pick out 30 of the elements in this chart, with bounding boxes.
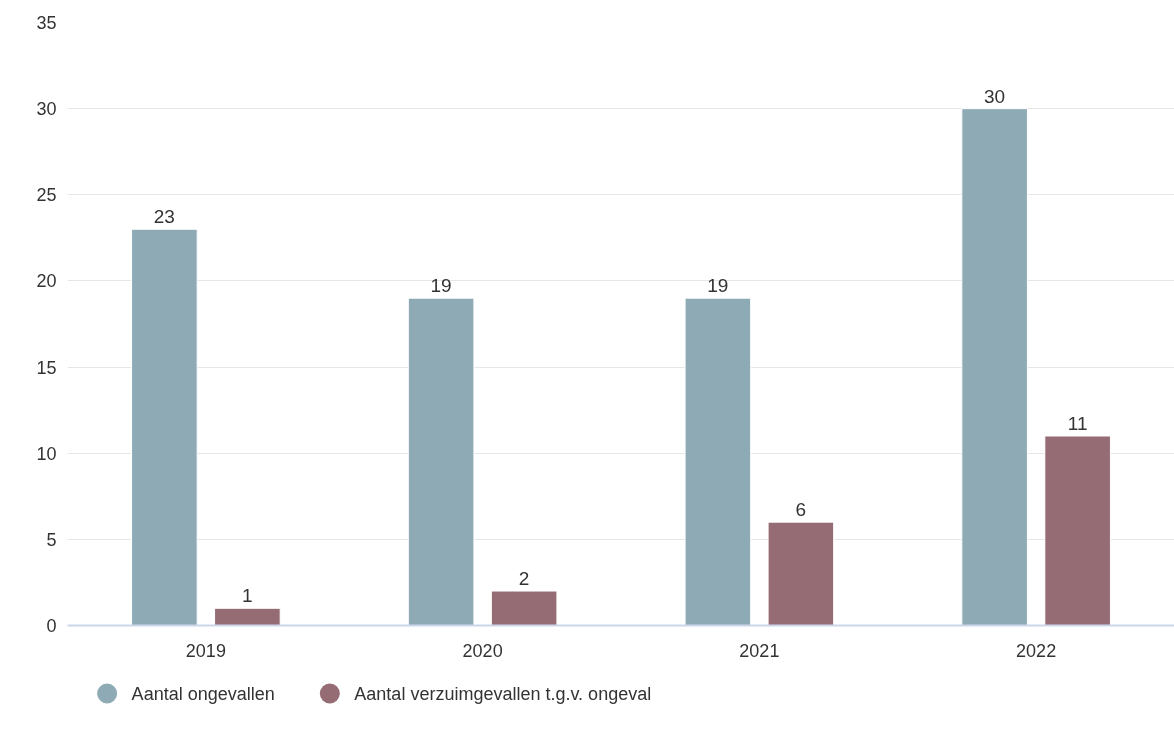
data-label: 30 [984, 85, 1006, 107]
data-label: 2 [518, 568, 530, 590]
x-tick-label: 2019 [185, 640, 226, 661]
y-tick-label: 5 [46, 529, 57, 550]
bar [684, 297, 752, 626]
y-tick-label: 0 [46, 616, 57, 636]
data-label: 1 [242, 585, 253, 607]
y-tick-label: 20 [36, 271, 57, 292]
x-tick-label: 2020 [462, 640, 503, 661]
y-tick-label: 15 [36, 357, 57, 378]
data-label: 6 [795, 499, 807, 521]
bar [214, 607, 281, 626]
x-tick-label: 2021 [739, 640, 780, 661]
bar [131, 228, 198, 626]
y-tick-label: 25 [36, 185, 57, 206]
y-tick-label: 30 [36, 99, 57, 120]
bar [407, 297, 475, 626]
legend-label: Aantal ongevallen [131, 683, 275, 704]
data-label: 19 [707, 275, 729, 297]
y-tick-label: 35 [36, 13, 57, 33]
bar [490, 590, 558, 626]
bar [1044, 435, 1111, 626]
y-tick-label: 10 [36, 443, 57, 464]
legend-label: Aantal verzuimgevallen t.g.v. ongeval [354, 683, 652, 704]
data-label: 11 [1067, 412, 1088, 434]
data-label: 23 [153, 206, 175, 228]
data-label: 19 [430, 275, 452, 297]
bar [767, 521, 835, 626]
bar [961, 108, 1028, 626]
x-tick-label: 2022 [1016, 640, 1057, 661]
